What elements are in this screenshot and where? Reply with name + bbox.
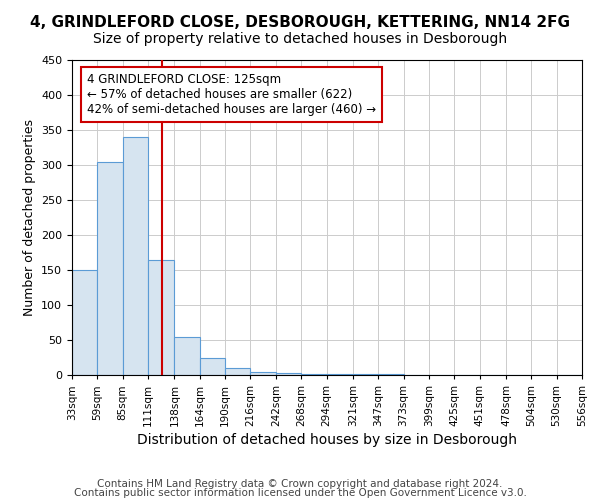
Bar bbox=[148, 260, 175, 375]
Text: Size of property relative to detached houses in Desborough: Size of property relative to detached ho… bbox=[93, 32, 507, 46]
Bar bbox=[225, 368, 250, 375]
Text: Contains HM Land Registry data © Crown copyright and database right 2024.: Contains HM Land Registry data © Crown c… bbox=[97, 479, 503, 489]
Bar bbox=[72, 270, 97, 375]
Text: Contains public sector information licensed under the Open Government Licence v3: Contains public sector information licen… bbox=[74, 488, 526, 498]
Bar bbox=[301, 374, 326, 375]
Bar bbox=[353, 374, 378, 375]
Bar bbox=[378, 374, 404, 375]
X-axis label: Distribution of detached houses by size in Desborough: Distribution of detached houses by size … bbox=[137, 433, 517, 447]
Bar bbox=[175, 336, 200, 375]
Bar bbox=[123, 137, 148, 375]
Bar bbox=[326, 374, 353, 375]
Bar bbox=[250, 372, 276, 375]
Text: 4, GRINDLEFORD CLOSE, DESBOROUGH, KETTERING, NN14 2FG: 4, GRINDLEFORD CLOSE, DESBOROUGH, KETTER… bbox=[30, 15, 570, 30]
Bar bbox=[97, 162, 123, 375]
Y-axis label: Number of detached properties: Number of detached properties bbox=[23, 119, 35, 316]
Bar bbox=[276, 373, 301, 375]
Text: 4 GRINDLEFORD CLOSE: 125sqm
← 57% of detached houses are smaller (622)
42% of se: 4 GRINDLEFORD CLOSE: 125sqm ← 57% of det… bbox=[86, 72, 376, 116]
Bar bbox=[200, 358, 225, 375]
